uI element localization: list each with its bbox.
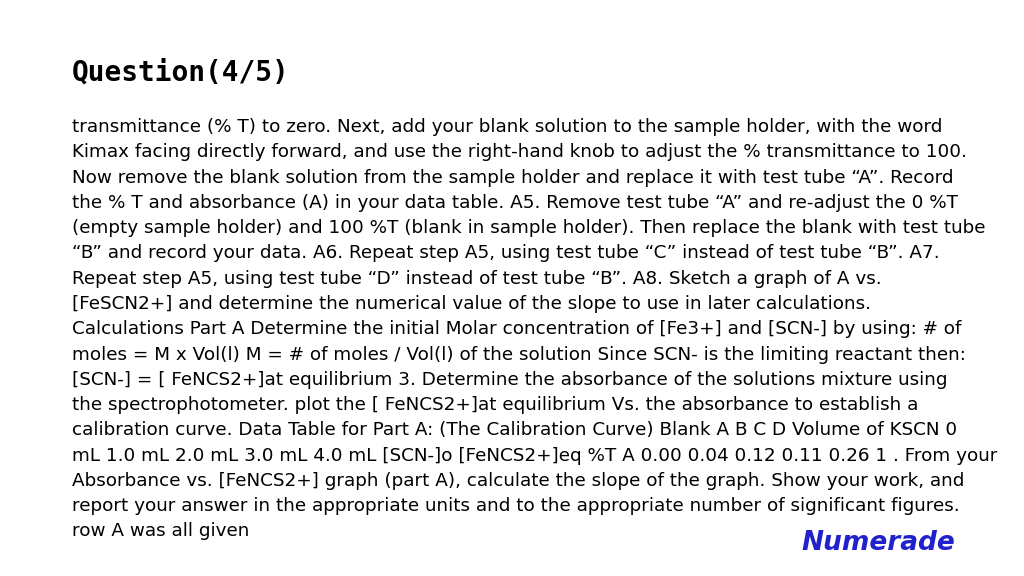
Text: Numerade: Numerade bbox=[801, 530, 955, 556]
Text: Question(4/5): Question(4/5) bbox=[72, 58, 290, 86]
Text: transmittance (% T) to zero. Next, add your blank solution to the sample holder,: transmittance (% T) to zero. Next, add y… bbox=[72, 118, 997, 540]
